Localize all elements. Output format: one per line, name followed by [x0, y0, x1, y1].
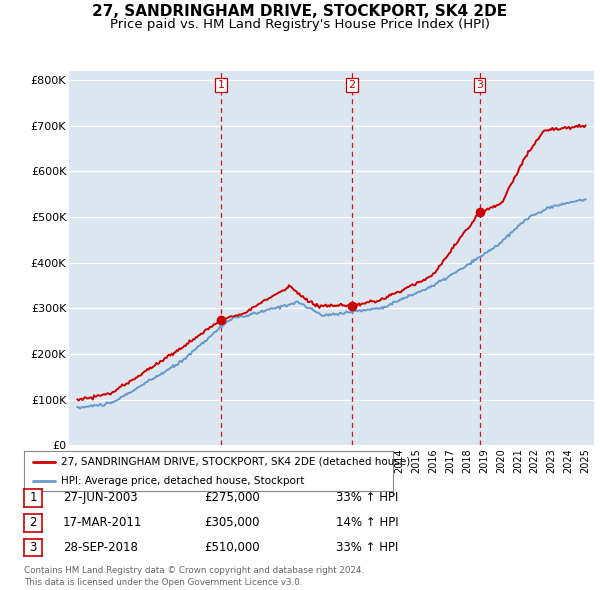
Text: 3: 3: [476, 80, 483, 90]
Text: 1: 1: [218, 80, 224, 90]
Text: HPI: Average price, detached house, Stockport: HPI: Average price, detached house, Stoc…: [61, 476, 304, 486]
Text: Price paid vs. HM Land Registry's House Price Index (HPI): Price paid vs. HM Land Registry's House …: [110, 18, 490, 31]
Text: 27, SANDRINGHAM DRIVE, STOCKPORT, SK4 2DE: 27, SANDRINGHAM DRIVE, STOCKPORT, SK4 2D…: [92, 4, 508, 19]
Text: 17-MAR-2011: 17-MAR-2011: [63, 516, 142, 529]
Text: 28-SEP-2018: 28-SEP-2018: [63, 541, 138, 554]
Text: £275,000: £275,000: [204, 491, 260, 504]
Text: 1: 1: [29, 491, 37, 504]
Text: Contains HM Land Registry data © Crown copyright and database right 2024.
This d: Contains HM Land Registry data © Crown c…: [24, 566, 364, 587]
Text: 14% ↑ HPI: 14% ↑ HPI: [336, 516, 398, 529]
Text: 3: 3: [29, 541, 37, 554]
Text: £510,000: £510,000: [204, 541, 260, 554]
Text: £305,000: £305,000: [204, 516, 260, 529]
Text: 27-JUN-2003: 27-JUN-2003: [63, 491, 137, 504]
Text: 33% ↑ HPI: 33% ↑ HPI: [336, 491, 398, 504]
Text: 2: 2: [29, 516, 37, 529]
Text: 33% ↑ HPI: 33% ↑ HPI: [336, 541, 398, 554]
Text: 27, SANDRINGHAM DRIVE, STOCKPORT, SK4 2DE (detached house): 27, SANDRINGHAM DRIVE, STOCKPORT, SK4 2D…: [61, 457, 410, 467]
Text: 2: 2: [349, 80, 356, 90]
